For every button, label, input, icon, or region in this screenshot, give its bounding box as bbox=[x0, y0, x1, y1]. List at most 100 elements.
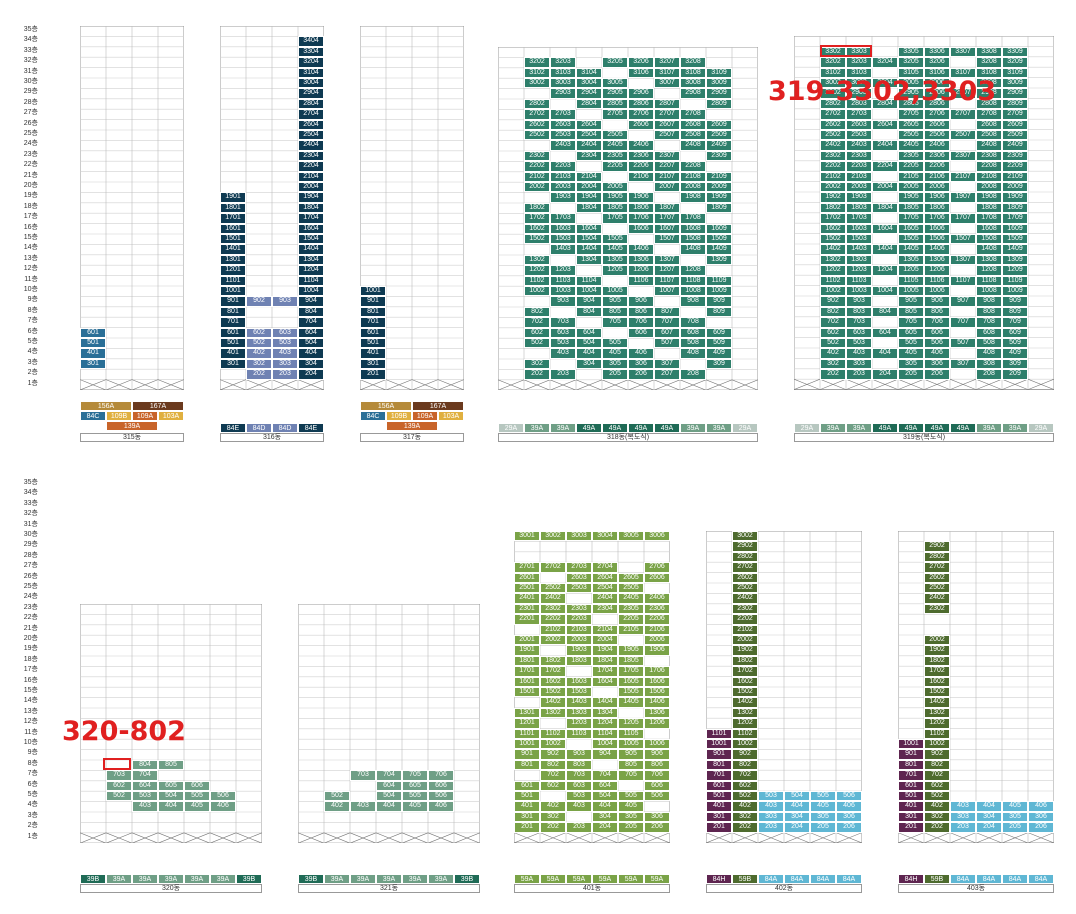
unit-cell[interactable]: 1505 bbox=[618, 687, 644, 698]
unit-cell[interactable]: 1901 bbox=[514, 645, 540, 656]
unit-cell[interactable]: 1107 bbox=[950, 275, 976, 286]
unit-cell[interactable]: 1105 bbox=[618, 728, 644, 739]
unit-cell[interactable]: 801 bbox=[898, 759, 924, 771]
unit-cell[interactable]: 2008 bbox=[680, 181, 706, 193]
unit-cell[interactable]: 2402 bbox=[820, 140, 846, 151]
unit-cell[interactable]: 804 bbox=[872, 306, 898, 318]
unit-cell[interactable]: 1508 bbox=[680, 233, 706, 245]
unit-cell[interactable]: 2305 bbox=[618, 603, 644, 615]
unit-cell[interactable]: 204 bbox=[976, 822, 1002, 833]
unit-cell[interactable]: 1202 bbox=[732, 718, 758, 729]
unit-cell[interactable]: 1404 bbox=[592, 697, 618, 708]
unit-cell[interactable]: 904 bbox=[298, 296, 324, 307]
unit-cell[interactable]: 2009 bbox=[1002, 181, 1028, 193]
unit-cell[interactable]: 1804 bbox=[872, 202, 898, 214]
unit-cell[interactable]: 404 bbox=[592, 801, 618, 812]
unit-cell[interactable]: 703 bbox=[106, 770, 132, 781]
unit-cell[interactable]: 2707 bbox=[654, 109, 680, 120]
unit-cell[interactable]: 2305 bbox=[602, 150, 628, 162]
unit-cell[interactable]: 1001 bbox=[220, 286, 246, 297]
unit-cell[interactable]: 1402 bbox=[732, 697, 758, 708]
unit-cell[interactable]: 2705 bbox=[898, 109, 924, 120]
unit-cell[interactable]: 404 bbox=[376, 801, 402, 812]
unit-cell[interactable]: 2302 bbox=[540, 603, 566, 615]
unit-cell[interactable]: 808 bbox=[976, 306, 1002, 318]
unit-cell[interactable]: 205 bbox=[602, 369, 628, 380]
unit-cell[interactable]: 1902 bbox=[924, 645, 950, 656]
unit-cell[interactable]: 2202 bbox=[524, 161, 550, 172]
unit-cell[interactable]: 606 bbox=[428, 780, 454, 791]
unit-cell[interactable]: 1807 bbox=[654, 202, 680, 214]
unit-cell[interactable]: 1902 bbox=[820, 192, 846, 203]
unit-cell[interactable]: 602 bbox=[246, 327, 272, 338]
unit-cell[interactable]: 2004 bbox=[298, 182, 324, 193]
unit-cell[interactable]: 2205 bbox=[602, 161, 628, 172]
unit-cell[interactable]: 503 bbox=[566, 791, 592, 802]
unit-cell[interactable]: 2702 bbox=[524, 109, 550, 120]
unit-cell[interactable]: 405 bbox=[618, 801, 644, 812]
unit-cell[interactable]: 207 bbox=[654, 369, 680, 380]
unit-cell[interactable]: 604 bbox=[132, 780, 158, 791]
unit-cell[interactable]: 2702 bbox=[924, 562, 950, 573]
unit-cell[interactable]: 2606 bbox=[924, 119, 950, 130]
unit-cell[interactable]: 2502 bbox=[732, 583, 758, 594]
unit-cell[interactable]: 2706 bbox=[644, 562, 670, 573]
unit-cell[interactable]: 1507 bbox=[950, 233, 976, 245]
unit-cell[interactable]: 1702 bbox=[924, 666, 950, 677]
unit-cell[interactable]: 1404 bbox=[576, 244, 602, 255]
unit-cell[interactable]: 1001 bbox=[706, 739, 732, 750]
unit-cell[interactable]: 803 bbox=[846, 306, 872, 318]
unit-cell[interactable]: 2805 bbox=[602, 98, 628, 110]
unit-cell[interactable]: 2507 bbox=[654, 129, 680, 141]
unit-cell[interactable]: 1102 bbox=[820, 275, 846, 286]
unit-cell[interactable]: 401 bbox=[706, 801, 732, 812]
unit-cell[interactable]: 1805 bbox=[898, 202, 924, 214]
unit-cell[interactable]: 702 bbox=[820, 317, 846, 328]
unit-cell[interactable]: 1205 bbox=[618, 718, 644, 729]
unit-cell[interactable]: 2005 bbox=[898, 181, 924, 193]
unit-cell[interactable]: 403 bbox=[566, 801, 592, 812]
unit-cell[interactable]: 3108 bbox=[680, 67, 706, 78]
unit-cell[interactable]: 1904 bbox=[592, 645, 618, 656]
unit-cell[interactable]: 405 bbox=[402, 801, 428, 812]
unit-cell[interactable]: 2603 bbox=[846, 119, 872, 130]
unit-cell[interactable]: 404 bbox=[784, 801, 810, 812]
unit-cell[interactable]: 809 bbox=[706, 306, 732, 318]
unit-cell[interactable]: 703 bbox=[846, 317, 872, 328]
unit-cell[interactable]: 1306 bbox=[628, 254, 654, 266]
unit-cell[interactable]: 805 bbox=[618, 759, 644, 771]
unit-cell[interactable]: 1908 bbox=[976, 192, 1002, 203]
unit-cell[interactable]: 3004 bbox=[872, 77, 898, 89]
unit-cell[interactable]: 402 bbox=[924, 801, 950, 812]
unit-cell[interactable]: 1905 bbox=[898, 192, 924, 203]
unit-cell[interactable]: 602 bbox=[732, 780, 758, 791]
unit-cell[interactable]: 402 bbox=[324, 801, 350, 812]
unit-cell[interactable]: 2305 bbox=[898, 150, 924, 162]
unit-cell[interactable]: 203 bbox=[272, 369, 298, 380]
unit-cell[interactable]: 1506 bbox=[644, 687, 670, 698]
unit-cell[interactable]: 2302 bbox=[820, 150, 846, 162]
unit-cell[interactable]: 2306 bbox=[924, 150, 950, 162]
unit-cell[interactable]: 2406 bbox=[644, 593, 670, 604]
unit-cell[interactable]: 2307 bbox=[950, 150, 976, 162]
unit-cell[interactable]: 1004 bbox=[298, 286, 324, 297]
unit-cell[interactable]: 501 bbox=[360, 338, 386, 349]
unit-cell[interactable]: 409 bbox=[1002, 348, 1028, 359]
unit-cell[interactable]: 2002 bbox=[540, 635, 566, 646]
unit-cell[interactable]: 2507 bbox=[950, 129, 976, 141]
unit-cell[interactable]: 203 bbox=[566, 822, 592, 833]
unit-cell[interactable]: 605 bbox=[158, 780, 184, 791]
unit-cell[interactable]: 701 bbox=[706, 770, 732, 781]
unit-cell[interactable]: 802 bbox=[924, 759, 950, 771]
unit-cell[interactable]: 1906 bbox=[924, 192, 950, 203]
unit-cell[interactable]: 2004 bbox=[592, 635, 618, 646]
unit-cell[interactable]: 1703 bbox=[550, 213, 576, 224]
unit-cell[interactable]: 2205 bbox=[898, 161, 924, 172]
unit-cell[interactable]: 1604 bbox=[576, 223, 602, 234]
unit-cell[interactable]: 604 bbox=[576, 327, 602, 338]
unit-cell[interactable]: 1204 bbox=[298, 265, 324, 276]
unit-cell[interactable]: 1403 bbox=[566, 697, 592, 708]
unit-cell[interactable]: 501 bbox=[898, 791, 924, 802]
unit-cell[interactable]: 2802 bbox=[524, 98, 550, 110]
unit-cell[interactable]: 1102 bbox=[524, 275, 550, 286]
